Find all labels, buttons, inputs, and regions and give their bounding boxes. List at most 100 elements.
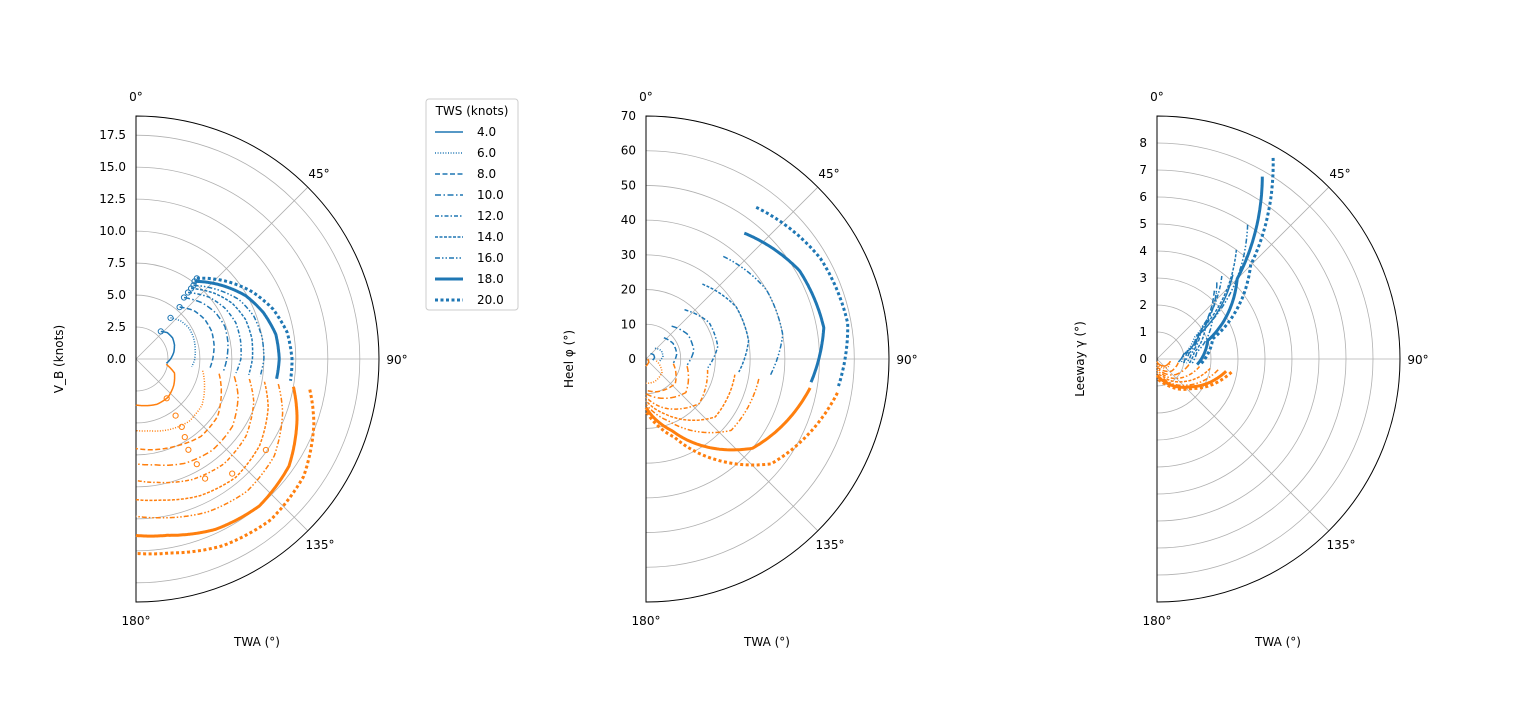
series-line-downwind-tws-4 — [645, 358, 650, 367]
radial-tick-label: 3 — [1139, 271, 1147, 285]
legend-label: 16.0 — [477, 251, 504, 265]
series-line-upwind-tws-20 — [755, 205, 850, 387]
legend-label: 6.0 — [477, 146, 496, 160]
series-line-upwind-tws-20 — [196, 276, 294, 382]
angle-tick-label: 45° — [308, 167, 329, 181]
radial-tick-label: 5.0 — [107, 288, 126, 302]
series-line-downwind-tws-14 — [135, 381, 269, 502]
heel-polar-panel: 0° 45° 90° 135° 180° 0 10 20 30 40 50 60 70 Heel φ (°… — [562, 90, 918, 649]
optimum-marker-downwind — [163, 395, 170, 402]
series-line-downwind-tws-20 — [644, 392, 839, 467]
angle-tick-label: 135° — [816, 538, 845, 552]
angle-tick-label: 90° — [386, 353, 407, 367]
angle-tick-label: 0° — [639, 90, 653, 104]
series-line-upwind-tws-8 — [1182, 290, 1216, 364]
angle-tick-label: 90° — [1407, 353, 1428, 367]
radial-tick-label: 1 — [1139, 325, 1147, 339]
series-line-downwind-tws-16 — [645, 378, 760, 434]
series-line-upwind-tws-18 — [193, 279, 281, 380]
radial-tick-label: 10.0 — [99, 224, 126, 238]
angle-tick-label: 0° — [129, 90, 143, 104]
x-axis-label: TWA (°) — [743, 635, 790, 649]
y-axis-label: Leeway γ (°) — [1073, 321, 1087, 397]
x-axis-label: TWA (°) — [233, 635, 280, 649]
series-line-downwind-tws-16 — [135, 383, 284, 519]
y-axis-label: Heel φ (°) — [562, 330, 576, 388]
optimum-marker-upwind — [190, 282, 197, 289]
optimum-marker-downwind — [172, 412, 179, 419]
radial-tick-label: 50 — [621, 178, 636, 192]
series-line-upwind-tws-20 — [1198, 157, 1275, 367]
radial-tick-label: 0 — [1139, 352, 1147, 366]
legend-label: 12.0 — [477, 209, 504, 223]
series-line-downwind-tws-4 — [1156, 360, 1171, 367]
series-line-upwind-tws-10 — [671, 325, 695, 366]
radial-tick-label: 17.5 — [99, 128, 126, 142]
series-line-upwind-tws-8 — [663, 337, 678, 364]
series-line-downwind-tws-20 — [1155, 370, 1233, 391]
tws-legend: TWS (knots) 4.0 6.0 8.0 10.0 12.0 14.0 16.0 18.… — [425, 98, 519, 311]
series-line-downwind-tws-10 — [1156, 364, 1190, 376]
series-line-upwind-tws-18 — [743, 231, 826, 383]
optimum-marker-downwind — [229, 470, 236, 477]
radial-tick-label: 2 — [1139, 298, 1147, 312]
angle-grid-line — [135, 358, 309, 532]
series-line-upwind-tws-14 — [702, 283, 750, 373]
radial-tick-label: 4 — [1139, 244, 1147, 258]
series-line-downwind-tws-14 — [645, 374, 736, 422]
series-line-downwind-tws-14 — [1156, 367, 1211, 383]
radial-tick-label: 40 — [621, 213, 636, 227]
optimum-marker-downwind — [185, 446, 192, 453]
angle-tick-label: 180° — [122, 614, 151, 628]
angle-grid-line — [645, 358, 819, 532]
legend-title: TWS (knots) — [435, 104, 509, 118]
series-line-upwind-tws-10 — [183, 296, 229, 372]
series-line-upwind-tws-18 — [1196, 176, 1264, 366]
series-line-upwind-tws-12 — [1185, 275, 1223, 364]
series-line-downwind-tws-6 — [135, 370, 206, 432]
series-line-upwind-tws-6 — [170, 317, 197, 368]
optimum-marker-downwind — [193, 461, 200, 468]
leeway-polar-panel: 0° 45° 90° 135° 180° 0 1 2 3 4 5 6 7 8 Leeway γ (°) TWA… — [1073, 90, 1429, 649]
series-line-downwind-tws-18 — [1155, 370, 1228, 389]
series-line-upwind-tws-4 — [649, 352, 656, 361]
series-line-downwind-tws-20 — [135, 389, 316, 556]
series-line-downwind-tws-18 — [644, 387, 812, 452]
radial-tick-label: 6 — [1139, 190, 1147, 204]
radial-tick-label: 7.5 — [107, 256, 126, 270]
angle-tick-label: 180° — [632, 614, 661, 628]
series-line-downwind-tws-8 — [645, 363, 677, 393]
series-line-downwind-tws-4 — [135, 363, 176, 407]
optimum-marker-upwind — [176, 304, 183, 311]
optimum-marker-upwind — [167, 314, 174, 321]
optimum-marker-upwind — [157, 328, 164, 335]
series-line-downwind-tws-8 — [1156, 362, 1179, 373]
series-line-upwind-tws-16 — [722, 255, 784, 377]
radial-tick-label: 0.0 — [107, 352, 126, 366]
series-line-upwind-tws-12 — [684, 309, 719, 369]
series-line-upwind-tws-4 — [160, 330, 176, 364]
legend-label: 8.0 — [477, 167, 496, 181]
legend-label: 4.0 — [477, 125, 496, 139]
angle-tick-label: 135° — [306, 538, 335, 552]
legend-label: 18.0 — [477, 272, 504, 286]
series-line-upwind-tws-12 — [187, 291, 242, 374]
angle-grid-line — [1156, 186, 1330, 360]
radial-tick-label: 15.0 — [99, 160, 126, 174]
angle-tick-label: 45° — [818, 167, 839, 181]
series-line-upwind-tws-14 — [1188, 249, 1238, 364]
optimum-marker-upwind — [180, 294, 188, 301]
radial-tick-label: 20 — [621, 283, 636, 297]
legend-label: 10.0 — [477, 188, 504, 202]
series-line-downwind-tws-12 — [135, 378, 255, 484]
angle-grid-line — [135, 186, 309, 360]
angle-tick-label: 135° — [1327, 538, 1356, 552]
angle-grid-line — [645, 186, 819, 360]
series-line-downwind-tws-18 — [135, 386, 299, 538]
angle-tick-label: 180° — [1143, 614, 1172, 628]
legend-items: 4.0 6.0 8.0 10.0 12.0 14.0 16.0 18.0 20.0 — [435, 125, 504, 307]
legend-label: 20.0 — [477, 293, 504, 307]
series-line-downwind-tws-10 — [135, 376, 239, 466]
radial-tick-label: 60 — [621, 144, 636, 158]
radial-tick-label: 12.5 — [99, 192, 126, 206]
